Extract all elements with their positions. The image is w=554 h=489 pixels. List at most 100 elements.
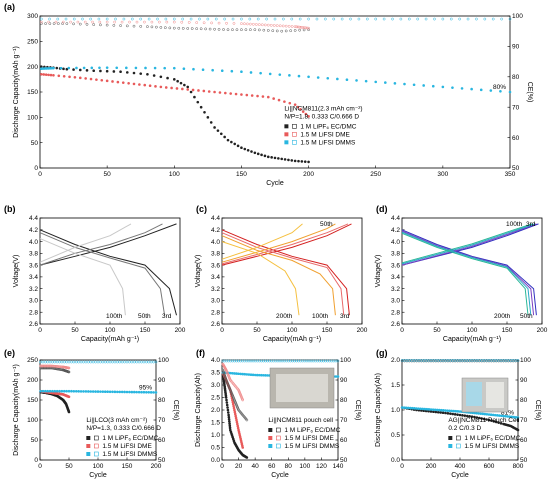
capacity-point	[230, 69, 234, 73]
ce-point	[125, 360, 129, 364]
capacity-point	[479, 412, 483, 415]
capacity-point	[146, 72, 149, 76]
ce-point	[508, 17, 512, 21]
capacity-point	[90, 66, 94, 70]
series-3rd-discharge	[221, 229, 350, 316]
ce-point	[180, 20, 184, 24]
ce-point	[441, 17, 445, 21]
ce-point	[189, 17, 193, 21]
x-tick-label: 50	[65, 463, 73, 470]
capacity-point	[153, 66, 157, 70]
ce-point	[302, 26, 306, 30]
legend-entry: 1.5 M LiFSI DMMS	[300, 139, 356, 146]
ce-point	[186, 27, 190, 30]
ce-point	[407, 17, 411, 21]
capacity-point	[293, 103, 297, 106]
ce-point	[118, 360, 122, 364]
retention-annotation: 81%	[501, 410, 514, 417]
series-0	[40, 65, 310, 164]
legend-title: Li||NCM811 pouch cell	[268, 417, 333, 424]
y-tick-label: 3.8	[29, 251, 38, 258]
series-2	[40, 66, 512, 94]
ce-point	[305, 26, 309, 30]
ce-point	[290, 25, 294, 28]
x-tick-label: 0	[220, 463, 224, 470]
capacity-point	[260, 153, 263, 157]
ce-point	[275, 24, 279, 27]
ce-point	[60, 360, 64, 364]
capacity-point	[393, 82, 397, 85]
panel-g: (g) 0 200 400 600 800 0.0 0.5 1.0 1.5 2.0 50 60 70 80 9…	[375, 348, 541, 479]
x-axis-title: Capacity(mAh g⁻¹)	[263, 336, 321, 343]
capacity-point	[451, 412, 455, 416]
ce-point	[391, 17, 394, 21]
capacity-point	[159, 85, 163, 89]
series-50th-discharge	[221, 232, 345, 316]
capacity-point	[140, 390, 143, 394]
capacity-point	[253, 373, 257, 377]
ce-point	[315, 17, 319, 21]
capacity-point	[384, 81, 387, 84]
capacity-point	[492, 420, 496, 423]
capacity-point	[228, 426, 232, 430]
capacity-point	[226, 138, 230, 142]
x-tick-label: 400	[455, 463, 466, 470]
y-tick-label: 2.5	[211, 395, 220, 402]
y-tick-label: 4.0	[211, 357, 220, 364]
capacity-point	[62, 389, 66, 393]
y-tick-label: 2.6	[391, 321, 400, 328]
y-tick-label: 0.5	[391, 432, 400, 439]
y-tick-label: 1.0	[211, 432, 220, 439]
capacity-point	[228, 422, 231, 425]
capacity-point	[142, 390, 146, 394]
x-tick-label: 120	[316, 463, 327, 470]
capacity-point	[175, 87, 179, 90]
y-tick-label: 4.0	[29, 239, 38, 246]
ce-point	[61, 22, 64, 25]
ce-point	[53, 360, 57, 364]
ce-point	[284, 29, 288, 33]
capacity-point	[246, 148, 250, 152]
ce-point	[99, 23, 102, 27]
legend-entry: 1 M LiPF₆ EC/DMC	[102, 435, 158, 442]
ce-point	[374, 17, 378, 21]
capacity-point	[213, 126, 216, 129]
capacity-point	[473, 411, 476, 415]
capacity-point	[239, 372, 242, 376]
ce-point	[225, 21, 228, 25]
cycle-label: 3rd	[162, 313, 172, 320]
y-tick-label: 3.0	[29, 298, 38, 305]
y2-tick-label: 60	[520, 437, 528, 444]
capacity-point	[400, 406, 404, 409]
capacity-point	[203, 110, 206, 114]
capacity-point	[62, 74, 66, 78]
y2-axis-title: CE(%)	[172, 400, 179, 421]
x-tick-label: 350	[505, 171, 516, 178]
capacity-point	[55, 389, 59, 393]
ce-point	[135, 360, 139, 364]
series-3rd-discharge	[39, 229, 177, 316]
capacity-point	[422, 84, 425, 87]
ce-point	[158, 20, 161, 24]
capacity-point	[240, 146, 243, 150]
capacity-point	[240, 70, 243, 74]
capacity-point	[40, 72, 43, 76]
ce-point	[135, 20, 139, 24]
y-axis-title: Voltage(V)	[375, 255, 382, 288]
legend-title: N/P=1.3, 0.333 C/0.666 D	[86, 425, 161, 432]
y-tick-label: 4.4	[391, 215, 400, 222]
capacity-point	[516, 428, 520, 432]
plot-frame	[39, 217, 181, 325]
x-tick-label: 50	[253, 327, 261, 334]
legend-entry: 1.5 M LiFSI DMMS	[102, 451, 158, 458]
capacity-point	[468, 415, 471, 418]
y-tick-label: 3.4	[211, 274, 220, 281]
capacity-point	[458, 413, 462, 417]
capacity-point	[84, 77, 87, 80]
ce-point	[187, 21, 191, 24]
ce-point	[67, 370, 71, 374]
capacity-point	[137, 390, 141, 394]
capacity-point	[182, 67, 186, 70]
capacity-point	[233, 372, 236, 375]
y-tick-label: 3.4	[391, 274, 400, 281]
